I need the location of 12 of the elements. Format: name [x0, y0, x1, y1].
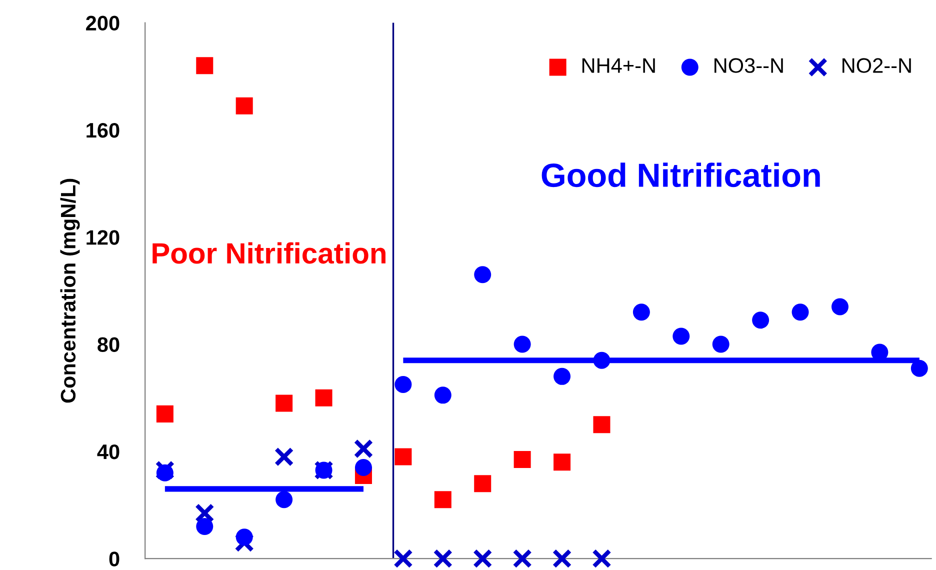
y-tick-label: 40 — [97, 444, 120, 460]
legend-label: NH4+-N — [582, 58, 655, 73]
y-tick-label: 80 — [98, 337, 120, 352]
annotation: Poor Nitrification — [152, 242, 386, 264]
y-axis-title: Concentration (mgN/L) — [60, 178, 80, 403]
legend-label: NO2--N — [842, 58, 911, 73]
y-tick-label: 160 — [86, 122, 120, 138]
legend-label: NO3--N — [714, 58, 783, 73]
annotation: Good Nitrification — [542, 162, 820, 188]
y-tick-label: 0 — [109, 552, 120, 566]
y-tick-label: 200 — [86, 16, 120, 31]
y-tick-label: 120 — [86, 230, 120, 245]
